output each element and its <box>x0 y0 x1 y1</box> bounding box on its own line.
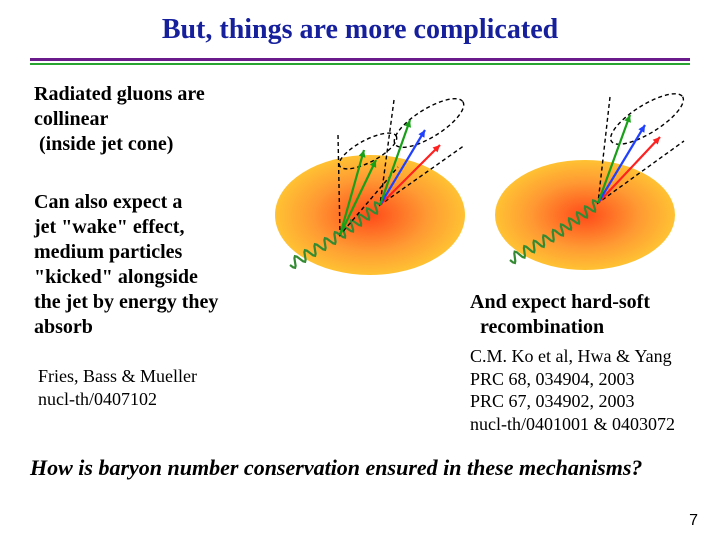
diagram-left-jet <box>260 75 480 285</box>
footer-question: How is baryon number conservation ensure… <box>30 455 690 481</box>
page-number: 7 <box>689 512 698 530</box>
ref-fries-bass-mueller: Fries, Bass & Muellernucl-th/0407102 <box>38 365 268 410</box>
slide-title: But, things are more complicated <box>0 14 720 46</box>
ref-ko-hwa-yang: C.M. Ko et al, Hwa & YangPRC 68, 034904,… <box>470 345 710 435</box>
title-rule-2 <box>30 63 690 65</box>
title-rule-1 <box>30 58 690 61</box>
text-jet-wake: Can also expect ajet "wake" effect,mediu… <box>34 190 264 340</box>
text-hard-soft-recombination: And expect hard-soft recombination <box>470 290 700 340</box>
diagram-right-jet <box>480 75 700 275</box>
text-radiated-gluons: Radiated gluons arecollinear (inside jet… <box>34 82 244 157</box>
